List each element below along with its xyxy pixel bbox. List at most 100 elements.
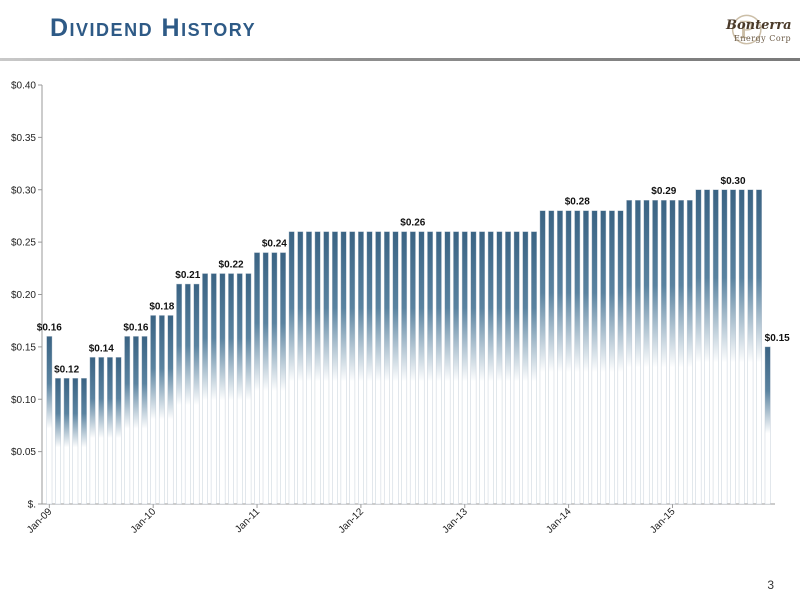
dividend-bar-chart: $. $0.05 $0.10 $0.15 $0.20 $0.25 $0.30 $0.35 $0.…	[11, 81, 790, 536]
dividend-bar	[617, 210, 624, 505]
dividend-bar	[678, 200, 685, 505]
dividend-bar	[721, 189, 728, 505]
dividend-bar	[366, 231, 373, 505]
dividend-bar	[115, 357, 122, 505]
bars-group	[46, 189, 771, 505]
dividend-bar	[548, 210, 555, 505]
x-tick-label: Jan-10	[129, 506, 159, 536]
dividend-bar	[513, 231, 520, 505]
dividend-bar	[574, 210, 581, 505]
data-label: $0.22	[219, 260, 244, 271]
dividend-bar	[219, 273, 226, 505]
dividend-bar	[297, 231, 304, 505]
dividend-bar	[487, 231, 494, 505]
dividend-bar	[496, 231, 503, 505]
data-label: $0.30	[721, 176, 746, 187]
dividend-bar	[600, 210, 607, 505]
y-tick-label: $0.25	[11, 238, 36, 249]
dividend-bar	[210, 273, 217, 505]
dividend-bar	[375, 231, 382, 505]
dividend-bar	[747, 189, 754, 505]
dividend-bar	[738, 189, 745, 505]
dividend-bar	[669, 200, 676, 505]
dividend-bar	[158, 315, 165, 505]
dividend-bar	[383, 231, 390, 505]
dividend-bar	[461, 231, 468, 505]
dividend-bar	[323, 231, 330, 505]
dividend-bar	[539, 210, 546, 505]
x-tick-label: Jan-13	[440, 506, 470, 536]
data-labels-group: $0.16$0.12$0.14$0.16$0.18$0.21$0.22$0.24…	[37, 176, 790, 376]
y-tick-label: $0.10	[11, 395, 36, 406]
y-tick-label: $0.30	[11, 185, 36, 196]
dividend-bar	[262, 252, 269, 505]
dividend-bar	[176, 283, 183, 505]
y-tick-label: $0.40	[11, 81, 36, 92]
dividend-bar	[46, 336, 53, 505]
dividend-bar	[107, 357, 113, 505]
dividend-bar	[81, 378, 87, 505]
dividend-bar	[228, 273, 234, 505]
dividend-bar	[167, 315, 174, 505]
dividend-bar	[332, 231, 338, 505]
dividend-bar	[358, 231, 364, 505]
dividend-bar	[626, 200, 633, 505]
x-tick-label: Jan-14	[544, 506, 574, 536]
dividend-bar	[132, 336, 139, 505]
dividend-bar	[55, 378, 61, 505]
dividend-bar	[764, 346, 771, 505]
dividend-bar	[712, 189, 719, 505]
dividend-bar	[660, 200, 667, 505]
dividend-bar	[565, 210, 572, 505]
y-tick-label: $0.20	[11, 290, 36, 301]
logo-emblem-icon: ℗	[730, 4, 764, 55]
dividend-bar	[704, 189, 710, 505]
y-tick-label: $0.35	[11, 133, 36, 144]
dividend-bar	[427, 231, 434, 505]
dividend-bar	[306, 231, 312, 505]
logo-name: Bonterra	[726, 18, 792, 33]
dividend-bar	[314, 231, 321, 505]
x-tick-label: Jan-12	[337, 506, 367, 536]
data-label: $0.14	[89, 343, 114, 354]
dividend-bar	[609, 210, 615, 505]
dividend-bar	[479, 231, 485, 505]
dividend-bar	[453, 231, 459, 505]
data-label: $0.29	[651, 186, 676, 197]
dividend-bar	[634, 200, 641, 505]
company-logo: ℗ Bonterra Energy Corp	[712, 8, 792, 56]
dividend-bar	[193, 283, 200, 505]
data-label: $0.21	[175, 270, 200, 281]
dividend-bar	[583, 210, 589, 505]
x-tick-label: Jan-11	[233, 506, 262, 535]
dividend-bar	[470, 231, 477, 505]
dividend-bar	[184, 283, 191, 505]
dividend-bar	[72, 378, 79, 505]
dividend-bar	[150, 315, 157, 505]
y-axis: $. $0.05 $0.10 $0.15 $0.20 $0.25 $0.30 $0.35 $0.…	[11, 81, 43, 511]
dividend-bar	[409, 231, 416, 505]
dividend-bar	[756, 189, 762, 505]
data-label: $0.15	[765, 333, 790, 344]
y-tick-label: $0.15	[11, 342, 36, 353]
dividend-bar	[435, 231, 442, 505]
dividend-bar	[245, 273, 252, 505]
dividend-bar	[401, 231, 408, 505]
dividend-bar	[686, 200, 693, 505]
dividend-bar	[340, 231, 347, 505]
dividend-bar	[141, 336, 148, 505]
page-number: 3	[767, 578, 774, 592]
dividend-bar	[591, 210, 598, 505]
data-label: $0.18	[149, 301, 174, 312]
page-title: Dividend History	[50, 14, 257, 42]
logo-subtitle: Energy Corp	[734, 34, 792, 43]
dividend-bar	[392, 231, 399, 505]
dividend-bar	[98, 357, 105, 505]
dividend-bar	[271, 252, 278, 505]
dividend-bar	[652, 200, 659, 505]
dividend-bar	[124, 336, 131, 505]
dividend-bar	[531, 231, 537, 505]
title-divider	[0, 58, 800, 61]
data-label: $0.16	[123, 322, 148, 333]
dividend-bar	[89, 357, 96, 505]
